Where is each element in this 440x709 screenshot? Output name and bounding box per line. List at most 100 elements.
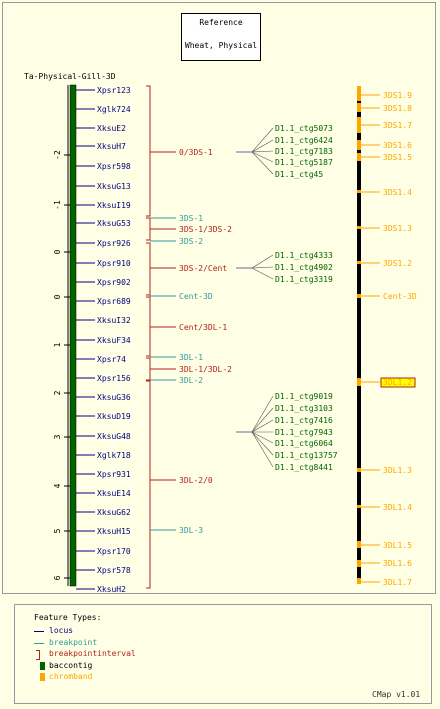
- locus-label[interactable]: Xglk718: [97, 451, 131, 460]
- ruler-tick-label: 4: [53, 483, 62, 488]
- highlighted-band-box: [380, 377, 416, 388]
- chromband-mark[interactable]: [357, 153, 361, 161]
- baccontig-label[interactable]: D1.1_ctg5187: [275, 158, 333, 167]
- locus-label[interactable]: XksuG48: [97, 432, 131, 441]
- baccontig-label[interactable]: D1.1_ctg7943: [275, 428, 333, 437]
- locus-label[interactable]: XksuG13: [97, 182, 131, 191]
- baccontig-label[interactable]: D1.1_ctg9019: [275, 392, 333, 401]
- chromband-label[interactable]: 3DS1.2: [383, 259, 412, 268]
- locus-label[interactable]: Xpsr902: [97, 278, 131, 287]
- baccontig-label[interactable]: D1.1_ctg5073: [275, 124, 333, 133]
- correspondence-line: [251, 266, 274, 269]
- locus-label[interactable]: Xpsr598: [97, 162, 131, 171]
- chromband-label[interactable]: 3DL1.6: [383, 559, 412, 568]
- chromband-mark[interactable]: [357, 117, 361, 133]
- breakpoint-label[interactable]: 3DL-2: [179, 376, 203, 385]
- breakpoint-label[interactable]: 3DL-3: [179, 526, 203, 535]
- chromband-mark[interactable]: [357, 560, 361, 567]
- chromband-label[interactable]: 3DS1.9: [383, 91, 412, 100]
- chromband-label[interactable]: 3DS1.8: [383, 104, 412, 113]
- locus-label[interactable]: Xpsr74: [97, 355, 126, 364]
- baccontig-label[interactable]: D1.1_ctg7183: [275, 147, 333, 156]
- baccontig-label[interactable]: D1.1_ctg7416: [275, 416, 333, 425]
- locus-label[interactable]: Xpsr689: [97, 297, 131, 306]
- chromband-label[interactable]: 3DL1.5: [383, 541, 412, 550]
- bac-contig-bar[interactable]: [69, 84, 77, 587]
- locus-label[interactable]: XksuH2: [97, 585, 126, 594]
- locus-label[interactable]: XksuG62: [97, 508, 131, 517]
- baccontig-label[interactable]: D1.1_ctg6424: [275, 136, 333, 145]
- locus-label[interactable]: Xpsr123: [97, 86, 131, 95]
- correspondence-line: [251, 395, 274, 433]
- locus-label[interactable]: Xglk724: [97, 105, 131, 114]
- chromband-label[interactable]: 3DL1.7: [383, 578, 412, 587]
- locus-label[interactable]: XksuE2: [97, 124, 126, 133]
- legend-box-icon: [40, 661, 45, 670]
- chromband-mark[interactable]: [357, 294, 361, 298]
- locus-label[interactable]: XksuI32: [97, 316, 131, 325]
- chromband-label[interactable]: 3DL1.2: [383, 378, 412, 387]
- baccontig-label[interactable]: D1.1_ctg45: [275, 170, 323, 179]
- locus-label[interactable]: Xpsr910: [97, 259, 131, 268]
- interval-label[interactable]: 3DL-2/0: [179, 476, 213, 485]
- breakpoint-label[interactable]: 3DS-1: [179, 214, 203, 223]
- legend-item-label: baccontig: [49, 660, 93, 670]
- locus-label[interactable]: Xpsr170: [97, 547, 131, 556]
- correspondence-line: [251, 151, 274, 175]
- baccontig-label[interactable]: D1.1_ctg4902: [275, 263, 333, 272]
- legend-item-label: locus: [49, 626, 74, 635]
- breakpoint-label[interactable]: 3DS-2: [179, 237, 203, 246]
- locus-label[interactable]: XksuG53: [97, 219, 131, 228]
- breakpoint-label[interactable]: Cent-3D: [179, 292, 213, 301]
- locus-label[interactable]: Xpsr926: [97, 239, 131, 248]
- correspondence-line: [251, 431, 274, 468]
- chromband-label[interactable]: 3DS1.3: [383, 224, 412, 233]
- chromband-mark[interactable]: [357, 541, 361, 548]
- chromband-label[interactable]: 3DS1.4: [383, 188, 412, 197]
- locus-label[interactable]: XksuE14: [97, 489, 131, 498]
- interval-label[interactable]: 0/3DS-1: [179, 148, 213, 157]
- locus-label[interactable]: Xpsr931: [97, 470, 131, 479]
- chromband-label[interactable]: 3DL1.4: [383, 503, 412, 512]
- map-title[interactable]: Ta-Physical-Gill-3D: [24, 72, 116, 81]
- interval-label[interactable]: Cent/3DL-1: [179, 323, 227, 332]
- baccontig-label[interactable]: D1.1_ctg3319: [275, 275, 333, 284]
- baccontig-label[interactable]: D1.1_ctg13757: [275, 451, 338, 460]
- ruler-tick-label: 0: [53, 249, 62, 254]
- interval-label[interactable]: 3DS-2/Cent: [179, 264, 227, 273]
- baccontig-label[interactable]: D1.1_ctg3103: [275, 404, 333, 413]
- chromosome-bar[interactable]: [357, 86, 361, 584]
- chromband-mark[interactable]: [357, 378, 361, 386]
- locus-label[interactable]: XksuD19: [97, 412, 131, 421]
- locus-label[interactable]: XksuH7: [97, 142, 126, 151]
- locus-label[interactable]: XksuG36: [97, 393, 131, 402]
- chromband-mark[interactable]: [357, 190, 361, 193]
- chromband-mark[interactable]: [357, 103, 361, 112]
- chromband-mark[interactable]: [357, 578, 361, 584]
- chromband-label[interactable]: 3DL1.3: [383, 466, 412, 475]
- locus-label[interactable]: XksuH15: [97, 527, 131, 536]
- chromband-label[interactable]: 3DS1.5: [383, 153, 412, 162]
- baccontig-label[interactable]: D1.1_ctg8441: [275, 463, 333, 472]
- interval-label[interactable]: 3DL-1/3DL-2: [179, 365, 232, 374]
- breakpoint-label[interactable]: 3DL-1: [179, 353, 203, 362]
- locus-label[interactable]: XksuI19: [97, 201, 131, 210]
- chromband-label[interactable]: Cent-3D: [383, 292, 417, 301]
- chromband-label[interactable]: 3DS1.7: [383, 121, 412, 130]
- interval-label[interactable]: 3DS-1/3DS-2: [179, 225, 232, 234]
- chromband-mark[interactable]: [357, 86, 361, 101]
- legend-bracket-icon: [36, 650, 40, 660]
- chromband-mark[interactable]: [357, 468, 361, 472]
- chromband-label[interactable]: 3DS1.6: [383, 141, 412, 150]
- chromband-mark[interactable]: [357, 140, 361, 150]
- chromband-mark[interactable]: [357, 261, 361, 264]
- chromband-mark[interactable]: [357, 505, 361, 508]
- locus-label[interactable]: Xpsr156: [97, 374, 131, 383]
- locus-label[interactable]: XksuF34: [97, 336, 131, 345]
- legend-title: Feature Types:: [34, 613, 102, 622]
- baccontig-label[interactable]: D1.1_ctg4333: [275, 251, 333, 260]
- baccontig-label[interactable]: D1.1_ctg6064: [275, 439, 333, 448]
- chromband-mark[interactable]: [357, 226, 361, 229]
- reference-title-box[interactable]: Reference Wheat, Physical: [181, 13, 261, 61]
- locus-label[interactable]: Xpsr578: [97, 566, 131, 575]
